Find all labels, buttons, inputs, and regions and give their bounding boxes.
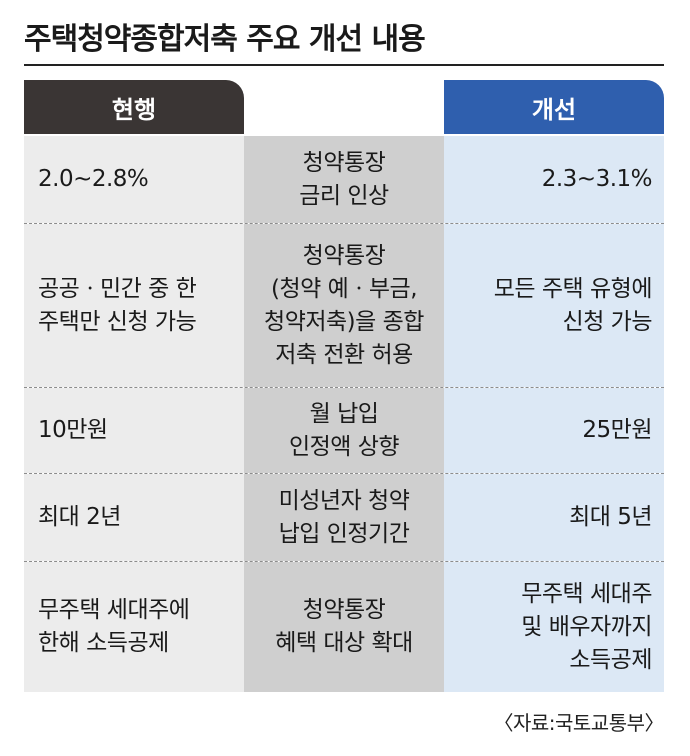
table-row: 2.0~2.8% 청약통장 금리 인상 2.3~3.1% [24, 136, 664, 224]
header-improved-tab: 개선 [444, 80, 664, 134]
current-cell: 최대 2년 [24, 474, 244, 561]
current-text: 10만원 [38, 417, 108, 443]
improved-cell: 무주택 세대주 및 배우자까지 소득공제 [444, 562, 664, 692]
improved-cell: 25만원 [444, 388, 664, 473]
header-current-tab: 현행 [24, 80, 244, 134]
improved-cell: 최대 5년 [444, 474, 664, 561]
item-cell: 청약통장 혜택 대상 확대 [244, 562, 444, 692]
current-text: 2.0~2.8% [38, 166, 149, 192]
improved-cell: 2.3~3.1% [444, 136, 664, 223]
source-note: 〈자료:국토교통부〉 [493, 711, 664, 735]
current-text: 최대 2년 [38, 504, 121, 530]
item-text: 청약통장 (청약 예ㆍ부금, 청약저축)을 종합 저축 전환 허용 [264, 242, 424, 368]
current-cell: 공공ㆍ민간 중 한 주택만 신청 가능 [24, 224, 244, 387]
improved-text: 2.3~3.1% [541, 166, 653, 192]
item-text: 월 납입 인정액 상향 [288, 400, 400, 460]
comparison-table: 2.0~2.8% 청약통장 금리 인상 2.3~3.1% 공공ㆍ민간 중 한 주… [24, 136, 664, 692]
item-cell: 청약통장 금리 인상 [244, 136, 444, 223]
item-cell: 월 납입 인정액 상향 [244, 388, 444, 473]
improved-cell: 모든 주택 유형에 신청 가능 [444, 224, 664, 387]
improved-text: 25만원 [582, 417, 652, 443]
title-rule [24, 64, 664, 66]
improved-text: 모든 주택 유형에 신청 가능 [493, 275, 653, 335]
table-row: 공공ㆍ민간 중 한 주택만 신청 가능 청약통장 (청약 예ㆍ부금, 청약저축)… [24, 224, 664, 388]
table-row: 최대 2년 미성년자 청약 납입 인정기간 최대 5년 [24, 474, 664, 562]
header-improved-label: 개선 [531, 95, 577, 124]
header-current-label: 현행 [111, 95, 157, 124]
improved-text: 최대 5년 [569, 504, 652, 530]
table-row: 무주택 세대주에 한해 소득공제 청약통장 혜택 대상 확대 무주택 세대주 및… [24, 562, 664, 692]
current-cell: 무주택 세대주에 한해 소득공제 [24, 562, 244, 692]
item-text: 미성년자 청약 납입 인정기간 [278, 487, 410, 547]
current-text: 무주택 세대주에 한해 소득공제 [38, 597, 190, 656]
item-text: 청약통장 혜택 대상 확대 [275, 597, 413, 656]
item-text: 청약통장 금리 인상 [299, 149, 389, 209]
current-cell: 10만원 [24, 388, 244, 473]
table-row: 10만원 월 납입 인정액 상향 25만원 [24, 388, 664, 474]
current-cell: 2.0~2.8% [24, 136, 244, 223]
page-title: 주택청약종합저축 주요 개선 내용 [24, 22, 426, 57]
improved-text: 무주택 세대주 및 배우자까지 소득공제 [521, 580, 652, 673]
item-cell: 청약통장 (청약 예ㆍ부금, 청약저축)을 종합 저축 전환 허용 [244, 224, 444, 387]
current-text: 공공ㆍ민간 중 한 주택만 신청 가능 [38, 275, 197, 335]
item-cell: 미성년자 청약 납입 인정기간 [244, 474, 444, 561]
